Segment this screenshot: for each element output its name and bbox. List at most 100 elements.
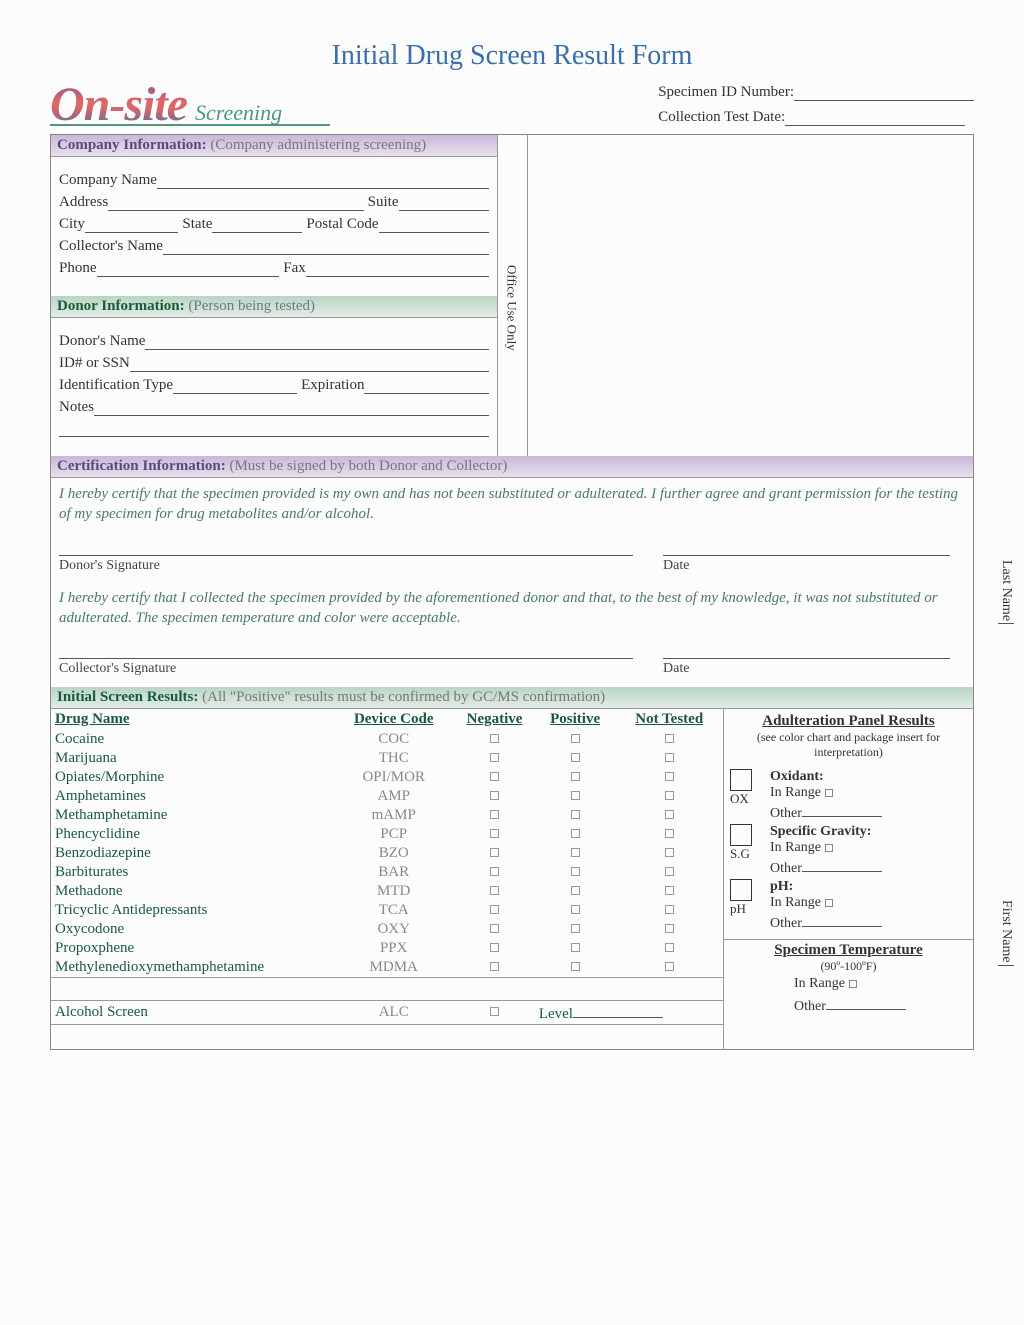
nt-checkbox[interactable] (665, 924, 674, 933)
company-sub: (Company administering screening) (210, 137, 426, 153)
drug-code: COC (333, 730, 454, 749)
pos-checkbox[interactable] (571, 886, 580, 895)
adult-head: Specific Gravity: (770, 824, 967, 840)
donor-section-header: Donor Information: (Person being tested) (51, 296, 497, 318)
pos-checkbox[interactable] (571, 791, 580, 800)
drug-name: Amphetamines (51, 787, 333, 806)
nt-checkbox[interactable] (665, 829, 674, 838)
col-pos: Positive (535, 709, 616, 730)
neg-checkbox[interactable] (490, 886, 499, 895)
adult-panel: pHpH:In RangeOther (724, 878, 973, 933)
suite-input[interactable] (399, 195, 489, 211)
alcohol-neg-checkbox[interactable] (490, 1007, 499, 1016)
idtype-input[interactable] (173, 378, 297, 394)
donor-id-input[interactable] (130, 356, 489, 372)
pos-checkbox[interactable] (571, 962, 580, 971)
adult-in-range-checkbox[interactable] (825, 844, 833, 852)
nt-checkbox[interactable] (665, 772, 674, 781)
neg-checkbox[interactable] (490, 943, 499, 952)
drug-name: Oxycodone (51, 920, 333, 939)
nt-checkbox[interactable] (665, 810, 674, 819)
expiration-input[interactable] (364, 378, 488, 394)
nt-checkbox[interactable] (665, 791, 674, 800)
neg-checkbox[interactable] (490, 791, 499, 800)
nt-checkbox[interactable] (665, 886, 674, 895)
adult-box[interactable] (730, 769, 752, 791)
nt-checkbox[interactable] (665, 905, 674, 914)
drug-row: BenzodiazepineBZO (51, 844, 723, 863)
temp-other-input[interactable] (826, 994, 906, 1010)
collector-input[interactable] (163, 239, 489, 255)
pos-checkbox[interactable] (571, 867, 580, 876)
fax-input[interactable] (306, 261, 489, 277)
adult-other-label: Other (770, 861, 802, 876)
specimen-block: Specimen ID Number: Collection Test Date… (658, 84, 974, 126)
specimen-id-input[interactable] (794, 87, 974, 101)
neg-checkbox[interactable] (490, 962, 499, 971)
adult-box[interactable] (730, 824, 752, 846)
neg-checkbox[interactable] (490, 924, 499, 933)
notes-input[interactable] (94, 400, 489, 416)
drug-code: MTD (333, 882, 454, 901)
adult-in-range-checkbox[interactable] (825, 789, 833, 797)
pos-checkbox[interactable] (571, 943, 580, 952)
cert-collector-text: I hereby certify that I collected the sp… (59, 588, 965, 629)
nt-checkbox[interactable] (665, 753, 674, 762)
adult-box[interactable] (730, 879, 752, 901)
alcohol-level-input[interactable] (573, 1002, 663, 1018)
neg-checkbox[interactable] (490, 905, 499, 914)
temp-in-range-checkbox[interactable] (849, 980, 857, 988)
postal-input[interactable] (379, 217, 489, 233)
drug-name: Methylenedioxymethamphetamine (51, 958, 333, 977)
neg-checkbox[interactable] (490, 753, 499, 762)
nt-checkbox[interactable] (665, 943, 674, 952)
donor-signature-label: Donor's Signature (59, 556, 663, 574)
drug-row: OxycodoneOXY (51, 920, 723, 939)
collector-label: Collector's Name (59, 238, 163, 255)
neg-checkbox[interactable] (490, 867, 499, 876)
state-input[interactable] (212, 217, 302, 233)
nt-checkbox[interactable] (665, 848, 674, 857)
pos-checkbox[interactable] (571, 848, 580, 857)
logo-block: On-site Screening (50, 77, 658, 126)
pos-checkbox[interactable] (571, 905, 580, 914)
pos-checkbox[interactable] (571, 734, 580, 743)
adult-other-input[interactable] (802, 856, 882, 872)
adult-other-input[interactable] (802, 801, 882, 817)
company-name-input[interactable] (157, 173, 489, 189)
adult-other-input[interactable] (802, 911, 882, 927)
expiration-label: Expiration (301, 377, 364, 394)
pos-checkbox[interactable] (571, 924, 580, 933)
results-table: Drug Name Device Code Negative Positive … (51, 709, 723, 977)
collection-date-input[interactable] (785, 112, 965, 126)
pos-checkbox[interactable] (571, 753, 580, 762)
notes-input-2[interactable] (59, 421, 489, 437)
neg-checkbox[interactable] (490, 829, 499, 838)
office-use-strip: Office Use Only (498, 135, 528, 456)
nt-checkbox[interactable] (665, 962, 674, 971)
address-input[interactable] (108, 195, 363, 211)
pos-checkbox[interactable] (571, 810, 580, 819)
collector-signature-label: Collector's Signature (59, 659, 663, 677)
neg-checkbox[interactable] (490, 772, 499, 781)
pos-checkbox[interactable] (571, 772, 580, 781)
drug-code: OXY (333, 920, 454, 939)
adult-other-label: Other (770, 806, 802, 821)
pos-checkbox[interactable] (571, 829, 580, 838)
temp-other-label: Other (794, 999, 826, 1014)
nt-checkbox[interactable] (665, 734, 674, 743)
donor-name-input[interactable] (145, 334, 488, 350)
adult-in-range-checkbox[interactable] (825, 899, 833, 907)
drug-name: Methadone (51, 882, 333, 901)
adult-head: Oxidant: (770, 769, 967, 785)
neg-checkbox[interactable] (490, 810, 499, 819)
donor-title: Donor Information: (57, 298, 185, 314)
address-label: Address (59, 194, 108, 211)
drug-name: Tricyclic Antidepressants (51, 901, 333, 920)
suite-label: Suite (368, 194, 399, 211)
city-input[interactable] (85, 217, 179, 233)
neg-checkbox[interactable] (490, 848, 499, 857)
nt-checkbox[interactable] (665, 867, 674, 876)
phone-input[interactable] (97, 261, 280, 277)
neg-checkbox[interactable] (490, 734, 499, 743)
